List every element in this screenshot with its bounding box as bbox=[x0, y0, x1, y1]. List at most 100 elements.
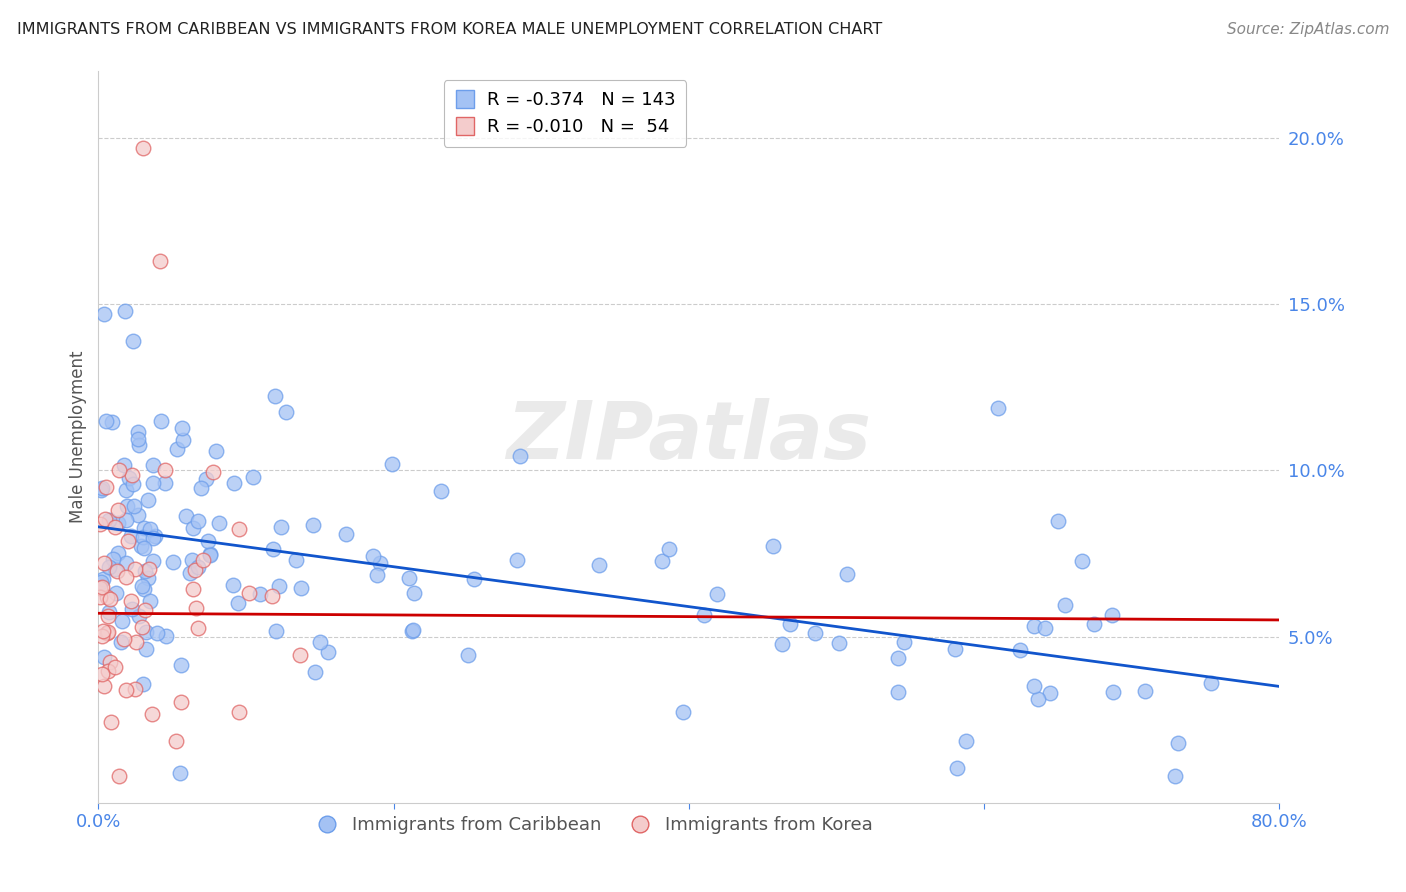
Point bbox=[187, 515, 209, 529]
Point bbox=[97, 624, 120, 639]
Point bbox=[276, 404, 298, 418]
Point bbox=[803, 625, 825, 640]
Point bbox=[187, 559, 209, 574]
Point bbox=[131, 578, 153, 592]
Point bbox=[93, 679, 115, 693]
Point bbox=[115, 683, 138, 698]
Point bbox=[828, 636, 851, 650]
Point bbox=[304, 665, 326, 679]
Point bbox=[197, 534, 219, 549]
Point bbox=[402, 623, 425, 637]
Point bbox=[224, 475, 246, 490]
Point bbox=[128, 608, 150, 623]
Point bbox=[398, 571, 420, 585]
Point bbox=[270, 520, 292, 534]
Point bbox=[228, 522, 250, 536]
Point bbox=[128, 438, 150, 452]
Point bbox=[1026, 691, 1049, 706]
Point bbox=[121, 467, 143, 482]
Point bbox=[401, 624, 423, 638]
Point bbox=[117, 499, 139, 513]
Point bbox=[132, 530, 155, 544]
Point bbox=[120, 529, 142, 543]
Point bbox=[658, 542, 681, 557]
Point bbox=[955, 734, 977, 748]
Text: ZIPatlas: ZIPatlas bbox=[506, 398, 872, 476]
Point bbox=[136, 571, 159, 585]
Point bbox=[142, 475, 165, 490]
Point bbox=[361, 549, 384, 563]
Point bbox=[172, 433, 194, 447]
Point bbox=[150, 414, 173, 428]
Point bbox=[162, 555, 184, 569]
Point bbox=[135, 625, 157, 640]
Point bbox=[1083, 616, 1105, 631]
Point bbox=[131, 620, 153, 634]
Point bbox=[114, 513, 136, 527]
Point bbox=[946, 761, 969, 775]
Point bbox=[127, 432, 149, 446]
Point bbox=[457, 648, 479, 662]
Point bbox=[105, 564, 128, 578]
Point bbox=[93, 512, 115, 526]
Point bbox=[89, 581, 111, 595]
Point bbox=[104, 660, 127, 674]
Point bbox=[166, 442, 188, 457]
Point bbox=[886, 685, 908, 699]
Point bbox=[249, 586, 271, 600]
Point bbox=[1024, 619, 1046, 633]
Point bbox=[238, 586, 260, 600]
Point bbox=[100, 415, 122, 429]
Point bbox=[91, 481, 114, 495]
Point bbox=[135, 642, 157, 657]
Text: IMMIGRANTS FROM CARIBBEAN VS IMMIGRANTS FROM KOREA MALE UNEMPLOYMENT CORRELATION: IMMIGRANTS FROM CARIBBEAN VS IMMIGRANTS … bbox=[17, 22, 882, 37]
Point bbox=[136, 493, 159, 508]
Point bbox=[706, 587, 728, 601]
Point bbox=[100, 714, 122, 729]
Point bbox=[134, 582, 156, 596]
Point bbox=[142, 458, 165, 472]
Point bbox=[207, 516, 229, 531]
Point bbox=[97, 664, 120, 678]
Point bbox=[91, 580, 114, 594]
Point bbox=[588, 558, 610, 572]
Point bbox=[198, 548, 221, 562]
Point bbox=[93, 572, 115, 586]
Point bbox=[402, 586, 425, 600]
Point bbox=[132, 677, 155, 691]
Point bbox=[90, 483, 112, 497]
Point bbox=[260, 589, 283, 603]
Point bbox=[651, 554, 673, 568]
Point bbox=[138, 594, 160, 608]
Point bbox=[129, 539, 152, 553]
Point bbox=[121, 476, 143, 491]
Point bbox=[1135, 683, 1157, 698]
Point bbox=[987, 401, 1010, 416]
Point bbox=[93, 307, 115, 321]
Point bbox=[308, 634, 330, 648]
Point bbox=[222, 578, 245, 592]
Point bbox=[115, 569, 138, 583]
Point bbox=[770, 637, 793, 651]
Point bbox=[1102, 685, 1125, 699]
Point bbox=[104, 562, 127, 576]
Point bbox=[430, 484, 453, 499]
Point bbox=[142, 553, 165, 567]
Point bbox=[134, 564, 156, 578]
Point bbox=[1101, 608, 1123, 623]
Point bbox=[1054, 599, 1077, 613]
Point bbox=[94, 480, 117, 494]
Point bbox=[184, 563, 207, 577]
Point bbox=[165, 733, 187, 747]
Point bbox=[124, 682, 146, 697]
Point bbox=[94, 414, 117, 428]
Point bbox=[153, 463, 176, 477]
Point bbox=[141, 706, 163, 721]
Point bbox=[170, 695, 193, 709]
Point bbox=[107, 502, 129, 516]
Point bbox=[226, 596, 249, 610]
Point bbox=[118, 471, 141, 485]
Point bbox=[112, 632, 135, 647]
Point bbox=[142, 531, 165, 545]
Point bbox=[90, 574, 112, 589]
